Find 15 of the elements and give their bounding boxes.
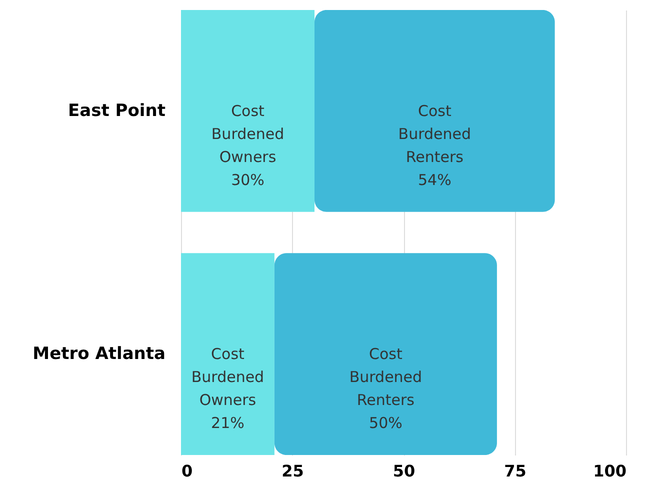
- x-tick-label: 0: [182, 462, 193, 480]
- x-tick-label: 25: [282, 462, 304, 480]
- data-label: 30%: [231, 170, 264, 189]
- data-label: 21%: [211, 414, 244, 432]
- series-label: Cost Burdened Owners: [191, 345, 264, 410]
- y-tick-label: Metro Atlanta: [32, 344, 166, 364]
- text: Cost Burdened Owners: [211, 102, 284, 166]
- text: Cost Burdened Renters: [349, 345, 422, 410]
- data-label: 50%: [369, 414, 402, 432]
- series-label: Cost Burdened Renters: [398, 102, 472, 166]
- y-tick-label: East Point: [68, 100, 166, 121]
- x-tick-label: 50: [392, 462, 416, 480]
- x-tick-label: 100: [593, 462, 626, 480]
- x-tick-label: 75: [504, 462, 526, 480]
- data-label: 54%: [418, 170, 452, 189]
